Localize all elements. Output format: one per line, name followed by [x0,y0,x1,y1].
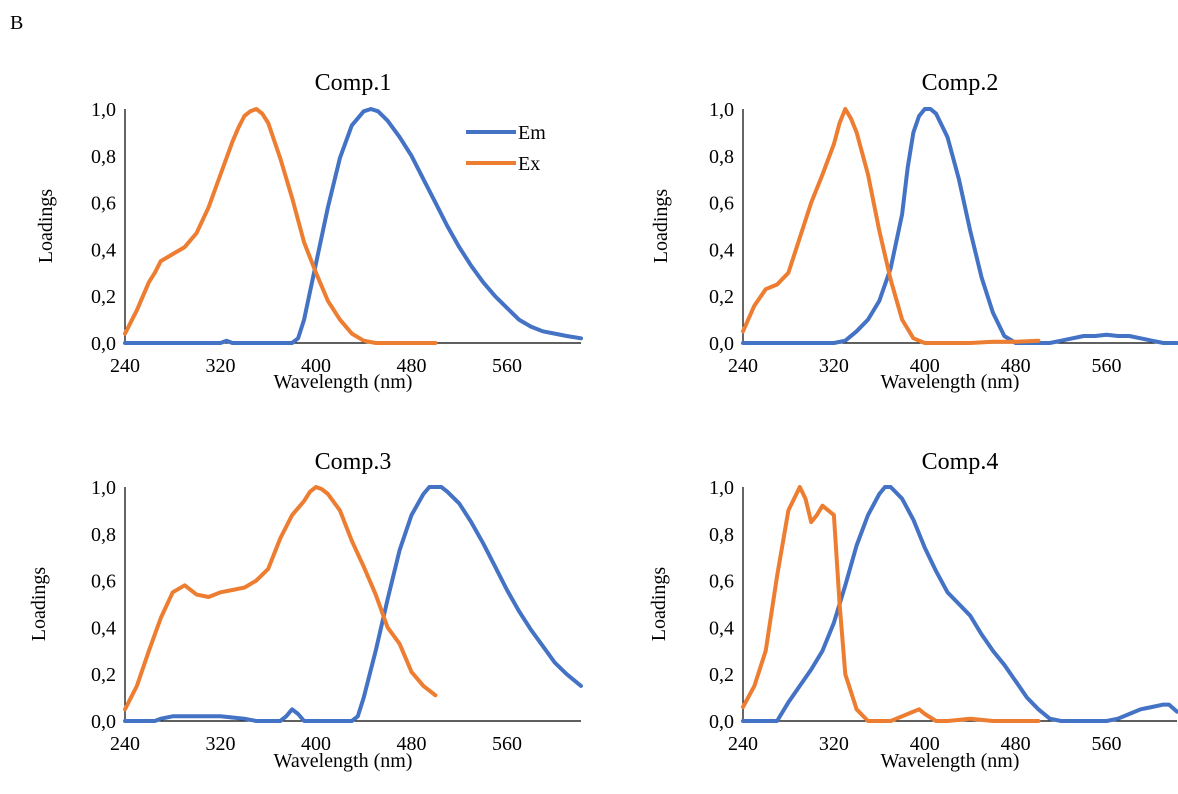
y-axis-label: Loadings [650,189,672,264]
x-tick-label: 240 [728,733,758,755]
chart-3: Comp.3 0,0 0,2 0,4 0,6 0,8 1,0 240 320 400 480 560 W… [28,449,583,772]
y-tick-label: 0,6 [91,571,116,593]
chart-1: Comp.1 0,0 0,2 0,4 0,6 0,8 1,0 240 320 400 480 560 W… [35,70,583,393]
y-axis-label: Loadings [28,567,50,642]
y-axis-label: Loadings [35,189,57,264]
x-tick-label: 400 [910,355,940,377]
y-axis-label: Loadings [648,567,670,642]
y-tick-label: 0,0 [709,333,734,355]
x-tick-label: 320 [819,733,849,755]
y-tick-label: 0,0 [709,711,734,733]
x-tick-label: 480 [1001,733,1031,755]
chart-title: Comp.3 [315,449,392,475]
x-tick-label: 240 [110,355,140,377]
y-tick-label: 0,0 [91,711,116,733]
x-axis-label: Wavelength (nm) [274,371,413,393]
legend: Em Ex [466,122,546,175]
chart-title: Comp.2 [922,70,999,96]
series-em-line [741,485,1178,723]
y-tick-label: 0,4 [91,617,116,639]
series-em-line [741,107,1178,345]
x-tick-label: 560 [1092,355,1122,377]
x-axis-label: Wavelength (nm) [881,371,1020,393]
x-tick-label: 320 [819,355,849,377]
series-ex-line [741,107,1041,345]
y-tick-label: 1,0 [91,477,116,499]
y-tick-label: 1,0 [709,99,734,121]
x-axis-label: Wavelength (nm) [274,750,413,772]
y-tick-label: 0,6 [709,571,734,593]
x-tick-label: 400 [301,355,331,377]
y-tick-label: 1,0 [91,99,116,121]
chart-2: Comp.2 0,0 0,2 0,4 0,6 0,8 1,0 240 320 400 480 560 W… [650,70,1178,393]
y-tick-label: 0,4 [709,239,734,261]
x-tick-label: 240 [728,355,758,377]
y-tick-label: 0,8 [91,524,116,546]
panel-label: B [10,12,24,34]
y-tick-label: 0,8 [709,146,734,168]
x-tick-label: 560 [1092,733,1122,755]
y-tick-label: 0,6 [91,193,116,215]
y-tick-label: 0,2 [709,286,734,308]
x-tick-label: 480 [1001,355,1031,377]
x-tick-label: 480 [396,355,426,377]
x-tick-label: 320 [205,355,235,377]
x-tick-label: 560 [492,733,522,755]
series-ex-line [123,107,438,345]
y-tick-label: 0,8 [709,524,734,546]
y-tick-label: 0,4 [91,239,116,261]
y-tick-label: 0,8 [91,146,116,168]
series-ex-line [741,485,1041,723]
chart-title: Comp.4 [922,449,999,475]
x-tick-label: 480 [396,733,426,755]
x-tick-label: 320 [205,733,235,755]
x-tick-label: 560 [492,355,522,377]
y-tick-label: 0,6 [709,193,734,215]
x-tick-label: 400 [301,733,331,755]
legend-label-ex: Ex [518,153,540,175]
y-tick-label: 0,4 [709,617,734,639]
y-tick-label: 0,2 [709,664,734,686]
chart-title: Comp.1 [315,70,392,96]
series-em-line [123,107,583,345]
y-tick-label: 0,2 [91,286,116,308]
x-tick-label: 240 [110,733,140,755]
x-tick-label: 400 [910,733,940,755]
series-em-line [123,485,583,723]
y-tick-label: 0,0 [91,333,116,355]
x-axis-label: Wavelength (nm) [881,750,1020,772]
chart-4: Comp.4 0,0 0,2 0,4 0,6 0,8 1,0 240 320 400 480 560 W… [648,449,1178,772]
y-tick-label: 0,2 [91,664,116,686]
series-ex-line [123,485,438,712]
y-tick-label: 1,0 [709,477,734,499]
legend-label-em: Em [518,122,546,144]
